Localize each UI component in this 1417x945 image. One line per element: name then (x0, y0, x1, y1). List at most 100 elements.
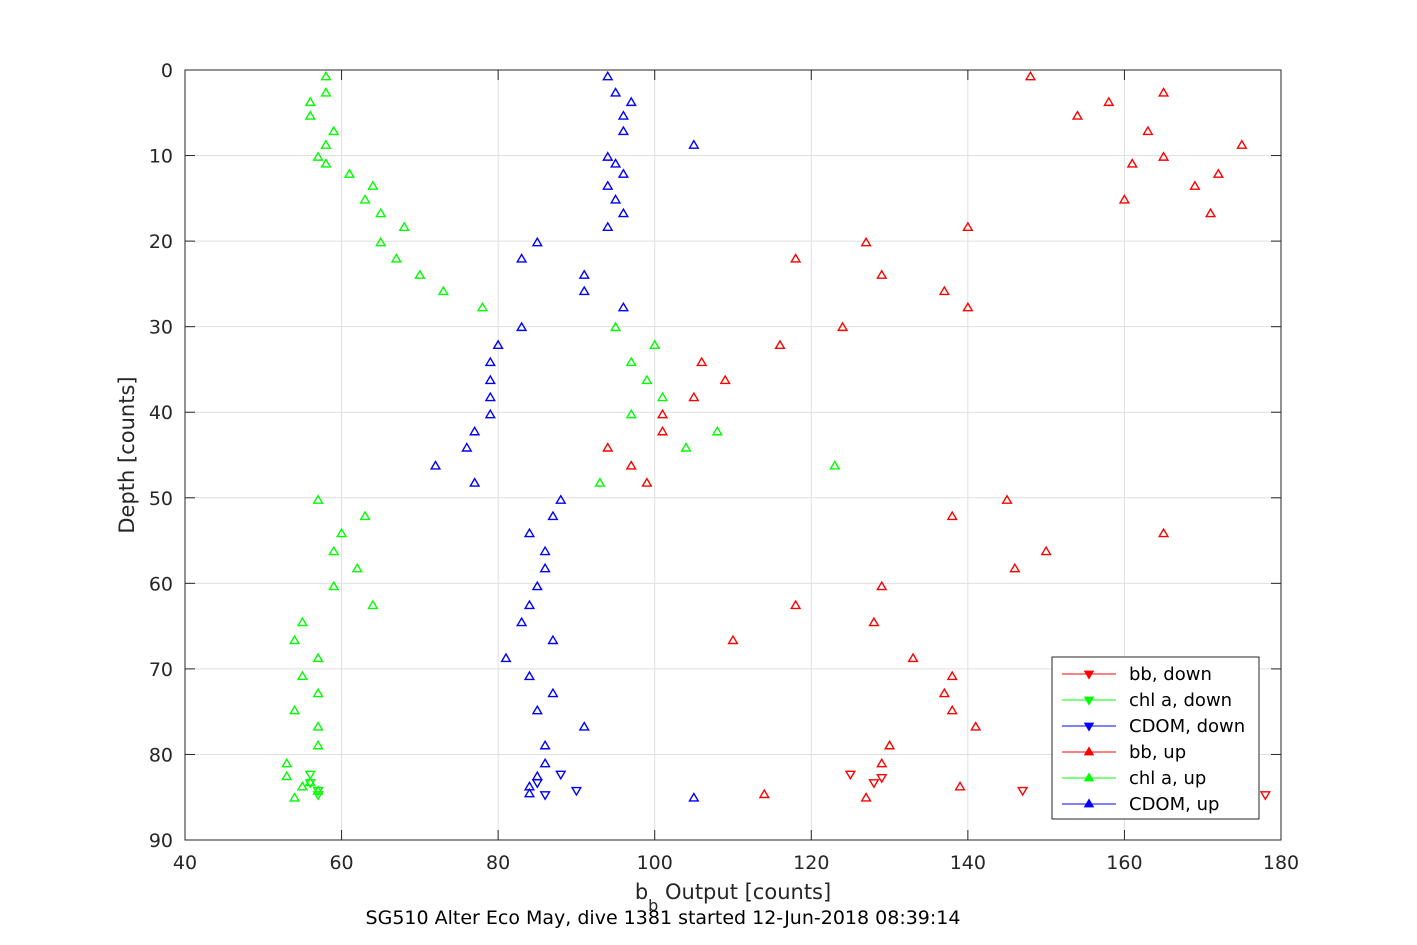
data-point (711, 425, 723, 436)
data-point (688, 792, 700, 802)
data-point (609, 194, 622, 204)
data-point (1189, 180, 1201, 190)
data-point (1157, 527, 1170, 538)
data-point (523, 670, 536, 681)
x-axis-label-main: b (635, 880, 648, 904)
legend-marker (1083, 798, 1095, 808)
data-point (312, 151, 324, 161)
data-point (320, 158, 332, 168)
data-point (312, 785, 324, 795)
legend-entry: chl a, up (1062, 768, 1206, 789)
data-point (649, 339, 661, 350)
data-point (656, 425, 669, 436)
data-point (617, 168, 629, 178)
y-tick-label: 70 (149, 659, 173, 681)
data-point (609, 87, 622, 97)
data-point (320, 87, 332, 97)
data-point (390, 253, 402, 263)
data-point (602, 221, 614, 231)
data-point (1118, 194, 1131, 204)
data-point (547, 634, 559, 645)
data-point (500, 652, 512, 663)
series-bb-up (602, 70, 1248, 802)
data-point (343, 168, 355, 178)
data-point (469, 477, 481, 487)
data-point (844, 770, 857, 781)
y-tick-label: 80 (149, 744, 173, 766)
legend: bb, down chl a, down CDOM, down bb, up chl a… (1051, 656, 1260, 820)
data-point (696, 356, 708, 367)
data-point (484, 356, 496, 367)
figure-caption: SG510 Alter Eco May, dive 1381 started 1… (366, 907, 961, 929)
data-point (476, 301, 489, 312)
data-point (602, 442, 614, 452)
data-point (641, 477, 653, 487)
data-point (296, 670, 309, 681)
data-point (1103, 96, 1115, 107)
data-point (516, 321, 528, 332)
data-point (484, 408, 496, 419)
data-point (484, 391, 496, 402)
data-point (578, 721, 590, 731)
data-point (289, 634, 301, 645)
data-point (516, 253, 528, 263)
data-point (461, 442, 473, 452)
legend-box (1051, 656, 1260, 820)
data-point (1009, 562, 1021, 573)
data-point (1024, 70, 1037, 81)
data-point (304, 110, 316, 120)
legend-marker (1083, 670, 1095, 680)
data-point (883, 739, 896, 750)
data-point (492, 339, 504, 350)
data-point (312, 721, 324, 731)
x-tick-label: 100 (637, 852, 673, 874)
data-point (938, 285, 950, 296)
data-point (289, 792, 301, 802)
data-point (1212, 168, 1224, 178)
data-point (304, 770, 316, 781)
tick-labels: 40 60 80 100 120 140 160 180 0 10 20 30 40 50 60 70 80 90 (149, 60, 1299, 874)
data-point (281, 770, 293, 781)
axis-ticks (184, 69, 1282, 841)
data-point (429, 460, 442, 470)
data-point (907, 652, 919, 663)
data-point (594, 477, 606, 487)
data-point (312, 652, 324, 663)
data-point (289, 704, 301, 715)
data-point (523, 787, 536, 798)
data-point (539, 739, 551, 750)
data-point (578, 269, 590, 279)
data-point (625, 96, 637, 107)
data-point (609, 321, 622, 332)
data-point (962, 301, 974, 312)
data-point (602, 70, 614, 81)
x-axis-label: bb Output [counts] (635, 880, 831, 915)
plot-frame (184, 69, 1282, 841)
data-point (312, 791, 324, 801)
data-point (367, 180, 379, 190)
data-point (727, 634, 739, 645)
legend-label: chl a, up (1129, 768, 1206, 789)
data-point (1204, 207, 1217, 218)
data-point (335, 527, 348, 538)
legend-label: bb, up (1129, 742, 1186, 763)
data-point (531, 770, 543, 781)
data-point (312, 494, 324, 504)
data-point (625, 356, 637, 367)
data-point (625, 408, 637, 419)
data-point (296, 780, 309, 791)
data-point (946, 510, 958, 521)
legend-marker (1083, 746, 1095, 756)
legend-entry: bb, up (1062, 742, 1186, 763)
legend-entry: CDOM, down (1062, 716, 1245, 737)
data-point (688, 391, 700, 402)
x-tick-label: 60 (329, 852, 353, 874)
y-tick-label: 60 (149, 573, 173, 595)
data-point (790, 253, 802, 263)
data-point (1142, 125, 1154, 136)
data-point (938, 687, 950, 698)
data-point (946, 670, 958, 681)
data-point (1001, 494, 1013, 504)
data-point (375, 236, 387, 247)
